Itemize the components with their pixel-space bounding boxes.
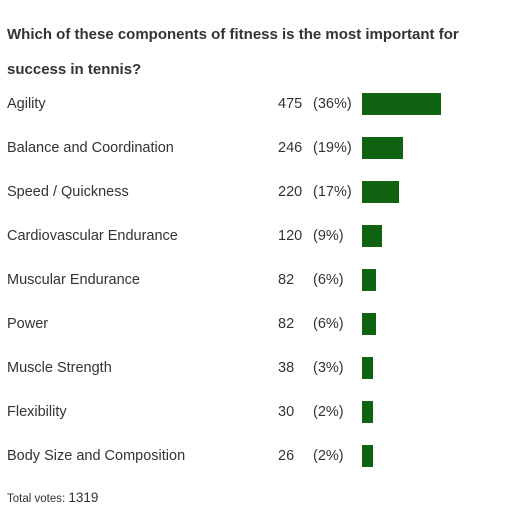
poll-row: Muscular Endurance 82 (6%) — [0, 259, 519, 303]
vote-count: 475 — [278, 96, 303, 112]
vote-bar — [362, 445, 373, 467]
vote-count: 220 — [278, 184, 303, 200]
poll-results: Agility 475 (36%) Balance and Coordination 2… — [0, 83, 519, 479]
vote-bar — [362, 225, 382, 247]
vote-percent: (2%) — [313, 404, 344, 420]
vote-count: 120 — [278, 228, 303, 244]
vote-count: 246 — [278, 140, 303, 156]
option-label: Cardiovascular Endurance — [7, 228, 178, 244]
option-label: Flexibility — [7, 404, 67, 420]
vote-bar — [362, 401, 373, 423]
poll-row: Balance and Coordination 246 (19%) — [0, 127, 519, 171]
vote-bar — [362, 269, 376, 291]
total-votes: Total votes: 1319 — [7, 490, 98, 505]
option-label: Power — [7, 316, 49, 332]
vote-percent: (9%) — [313, 228, 344, 244]
poll-question: Which of these components of fitness is … — [7, 26, 459, 78]
vote-bar — [362, 93, 441, 115]
vote-percent: (3%) — [313, 360, 344, 376]
vote-bar — [362, 181, 399, 203]
vote-bar — [362, 313, 376, 335]
option-label: Balance and Coordination — [7, 140, 174, 156]
poll-row: Muscle Strength 38 (3%) — [0, 347, 519, 391]
vote-count: 30 — [278, 404, 295, 420]
poll-row: Agility 475 (36%) — [0, 83, 519, 127]
poll-row: Flexibility 30 (2%) — [0, 391, 519, 435]
vote-bar — [362, 137, 403, 159]
vote-percent: (6%) — [313, 272, 344, 288]
vote-percent: (17%) — [313, 184, 352, 200]
vote-percent: (2%) — [313, 448, 344, 464]
poll-row: Power 82 (6%) — [0, 303, 519, 347]
poll-row: Body Size and Composition 26 (2%) — [0, 435, 519, 479]
vote-count: 26 — [278, 448, 295, 464]
total-votes-value: 1319 — [68, 490, 99, 505]
option-label: Muscle Strength — [7, 360, 112, 376]
vote-percent: (36%) — [313, 96, 352, 112]
vote-bar — [362, 357, 373, 379]
total-votes-label: Total votes: — [7, 493, 66, 505]
vote-count: 82 — [278, 316, 295, 332]
option-label: Body Size and Composition — [7, 448, 186, 464]
option-label: Speed / Quickness — [7, 184, 129, 200]
vote-count: 38 — [278, 360, 295, 376]
poll-row: Speed / Quickness 220 (17%) — [0, 171, 519, 215]
option-label: Agility — [7, 96, 46, 112]
vote-percent: (19%) — [313, 140, 352, 156]
vote-percent: (6%) — [313, 316, 344, 332]
vote-count: 82 — [278, 272, 295, 288]
poll-row: Cardiovascular Endurance 120 (9%) — [0, 215, 519, 259]
option-label: Muscular Endurance — [7, 272, 140, 288]
